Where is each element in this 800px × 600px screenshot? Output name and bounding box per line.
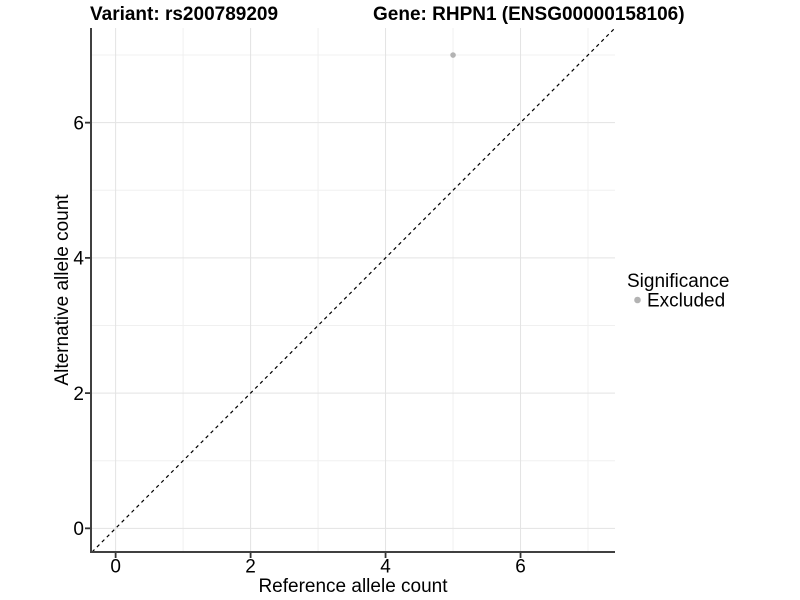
gridlines-minor	[92, 28, 615, 552]
axis-tick-marks	[85, 121, 522, 558]
x-axis-title: Reference allele count	[258, 576, 448, 597]
x-tick-label: 6	[515, 557, 526, 578]
y-axis-tick-labels: 0 2 4 6	[73, 113, 84, 540]
x-tick-label: 4	[380, 557, 391, 578]
data-point-excluded	[450, 52, 456, 58]
y-tick-label: 0	[73, 519, 84, 540]
x-axis-tick-labels: 0 2 4 6	[110, 557, 525, 578]
x-tick-label: 2	[245, 557, 256, 578]
plot-title-variant: Variant: rs200789209	[90, 4, 278, 25]
plot-title-gene: Gene: RHPN1 (ENSG00000158106)	[373, 4, 685, 25]
y-tick-label: 6	[73, 113, 84, 134]
y-axis-title: Alternative allele count	[52, 194, 73, 386]
data-points	[450, 52, 456, 58]
y-tick-label: 2	[73, 384, 84, 405]
axis-lines	[90, 28, 615, 553]
legend-point-icon	[634, 296, 641, 304]
y-tick-label: 4	[73, 249, 84, 270]
identity-dashed-line	[91, 27, 616, 553]
gridlines-major	[92, 28, 615, 552]
x-tick-label: 0	[110, 557, 121, 578]
legend-title: Significance	[627, 271, 729, 292]
legend-label-excluded: Excluded	[647, 291, 725, 312]
legend: Significance Excluded	[627, 271, 729, 312]
